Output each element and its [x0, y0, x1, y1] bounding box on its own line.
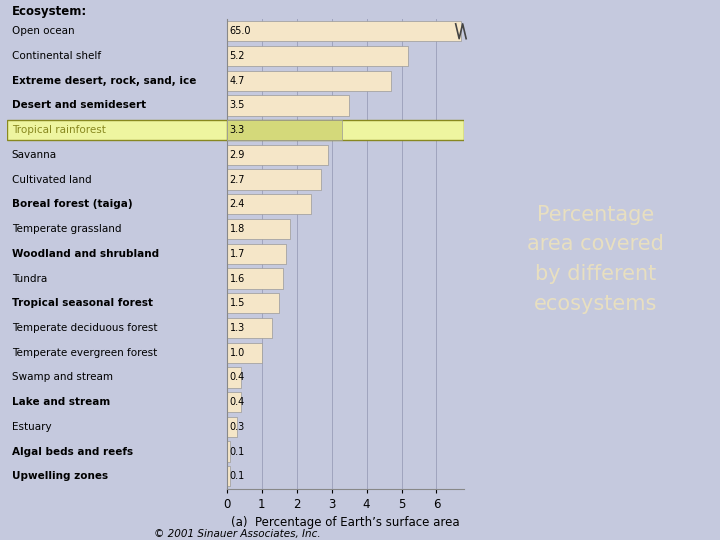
Bar	[227, 194, 310, 214]
Text: 1.7: 1.7	[230, 249, 245, 259]
Text: Temperate evergreen forest: Temperate evergreen forest	[12, 348, 157, 357]
Text: Swamp and stream: Swamp and stream	[12, 373, 112, 382]
Text: 0.1: 0.1	[230, 471, 245, 481]
Bar	[227, 71, 391, 91]
Text: 1.0: 1.0	[230, 348, 245, 357]
Bar	[227, 293, 279, 313]
Bar	[227, 367, 240, 388]
Text: Cultivated land: Cultivated land	[12, 174, 91, 185]
Text: Woodland and shrubland: Woodland and shrubland	[12, 249, 158, 259]
Text: Temperate deciduous forest: Temperate deciduous forest	[12, 323, 157, 333]
FancyBboxPatch shape	[7, 120, 227, 140]
Text: 2.9: 2.9	[230, 150, 245, 160]
Text: Lake and stream: Lake and stream	[12, 397, 110, 407]
Bar	[227, 46, 408, 66]
Bar	[227, 95, 349, 116]
Text: 1.5: 1.5	[230, 298, 245, 308]
Bar	[227, 417, 238, 437]
Text: 1.6: 1.6	[230, 274, 245, 284]
Text: Tropical rainforest: Tropical rainforest	[12, 125, 105, 135]
Text: Savanna: Savanna	[12, 150, 57, 160]
Text: Tundra: Tundra	[12, 274, 47, 284]
Bar	[227, 268, 283, 289]
Bar	[227, 120, 342, 140]
Text: Tropical seasonal forest: Tropical seasonal forest	[12, 298, 153, 308]
Text: 3.5: 3.5	[230, 100, 245, 111]
Text: Upwelling zones: Upwelling zones	[12, 471, 108, 481]
Text: Percentage
area covered
by different
ecosystems: Percentage area covered by different eco…	[527, 205, 665, 314]
Text: © 2001 Sinauer Associates, Inc.: © 2001 Sinauer Associates, Inc.	[154, 529, 321, 539]
X-axis label: (a)  Percentage of Earth’s surface area: (a) Percentage of Earth’s surface area	[231, 516, 460, 529]
Text: Ecosystem:: Ecosystem:	[12, 5, 87, 18]
Text: Open ocean: Open ocean	[12, 26, 74, 36]
Text: 2.7: 2.7	[230, 174, 245, 185]
Text: 1.8: 1.8	[230, 224, 245, 234]
Text: 3.3: 3.3	[230, 125, 245, 135]
Bar	[227, 342, 262, 363]
Text: 1.3: 1.3	[230, 323, 245, 333]
Text: 0.3: 0.3	[230, 422, 245, 432]
Bar	[227, 170, 321, 190]
Text: 2.4: 2.4	[230, 199, 245, 210]
Text: Boreal forest (taiga): Boreal forest (taiga)	[12, 199, 132, 210]
Text: 4.7: 4.7	[230, 76, 245, 86]
Text: Desert and semidesert: Desert and semidesert	[12, 100, 145, 111]
Bar	[227, 392, 240, 413]
Bar	[227, 120, 464, 140]
Text: 5.2: 5.2	[230, 51, 245, 61]
Text: 0.4: 0.4	[230, 373, 245, 382]
Text: Temperate grassland: Temperate grassland	[12, 224, 121, 234]
Text: 0.1: 0.1	[230, 447, 245, 457]
Bar	[227, 21, 461, 42]
Bar	[227, 318, 272, 338]
Bar	[227, 219, 289, 239]
Text: Continental shelf: Continental shelf	[12, 51, 101, 61]
Text: 65.0: 65.0	[230, 26, 251, 36]
Bar	[227, 466, 230, 487]
Text: Estuary: Estuary	[12, 422, 51, 432]
Bar	[227, 145, 328, 165]
Text: Algal beds and reefs: Algal beds and reefs	[12, 447, 132, 457]
Bar	[227, 244, 287, 264]
Bar	[227, 442, 230, 462]
Text: Extreme desert, rock, sand, ice: Extreme desert, rock, sand, ice	[12, 76, 196, 86]
Text: 0.4: 0.4	[230, 397, 245, 407]
